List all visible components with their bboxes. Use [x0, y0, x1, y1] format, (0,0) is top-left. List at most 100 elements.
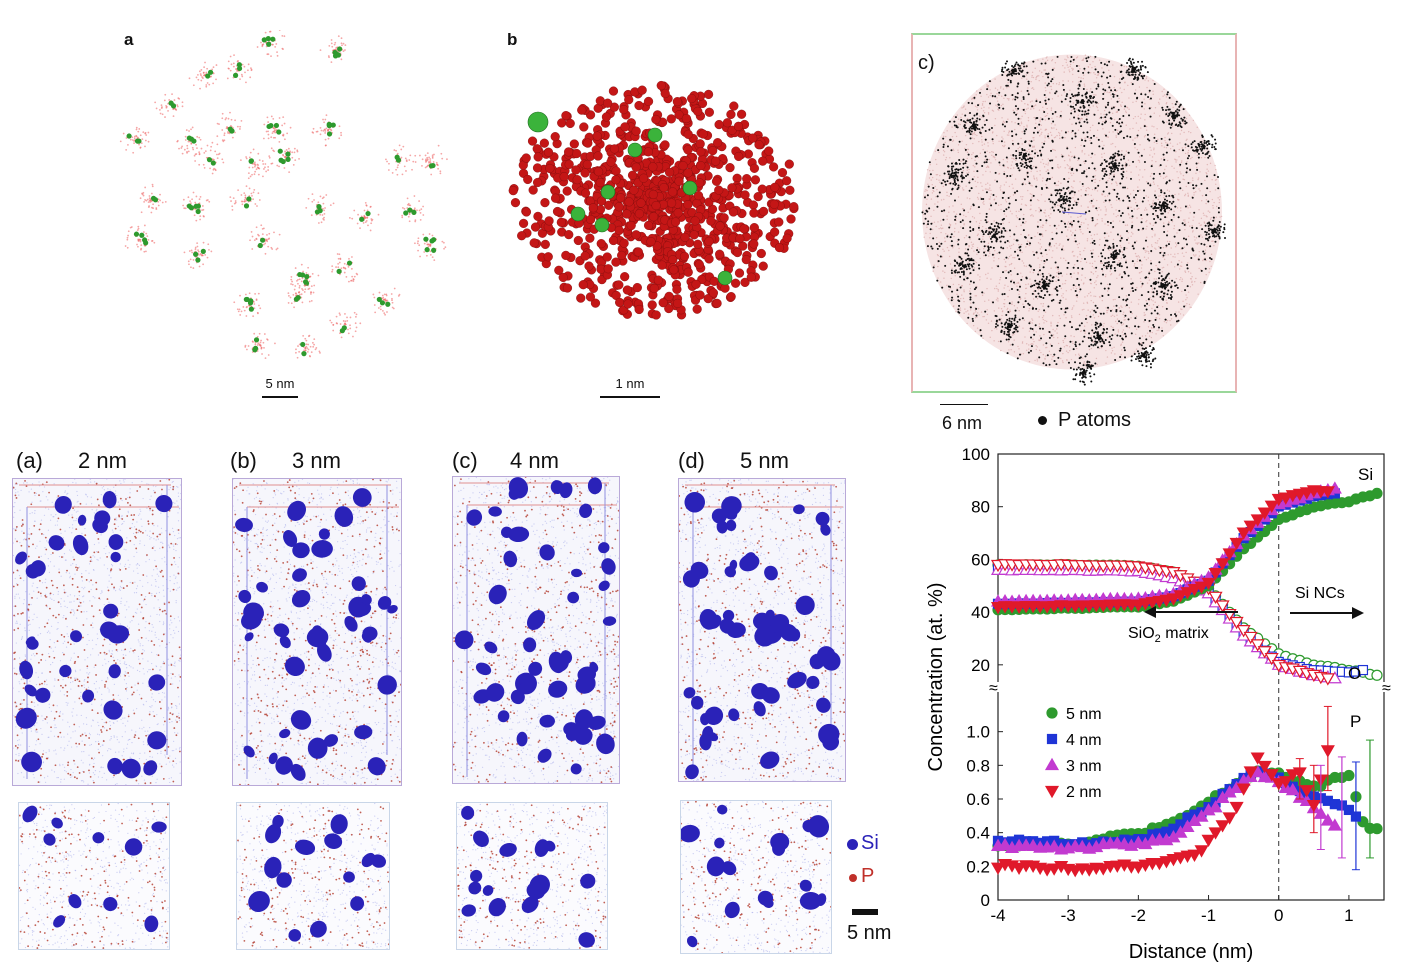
- si-nanocrystal: [684, 491, 705, 513]
- si-nanocrystal: [244, 632, 254, 642]
- data-point: [1215, 820, 1230, 833]
- data-point: [1371, 487, 1383, 500]
- si-nanocrystal: [488, 584, 507, 605]
- si-nanocrystal: [468, 881, 482, 895]
- cluster: [268, 147, 300, 174]
- si-nanocrystal: [25, 563, 41, 579]
- tomogram-b-letter: (b): [230, 448, 257, 473]
- si-nanocrystal: [753, 612, 772, 631]
- data-point: [1229, 537, 1244, 551]
- si-marker: [847, 839, 858, 850]
- si-nanocrystal: [548, 680, 568, 698]
- data-point: [1215, 558, 1230, 571]
- si-nanocrystal: [343, 871, 355, 883]
- tomogram-b-volume: [232, 478, 402, 786]
- si-nanocrystal: [806, 675, 820, 690]
- si-nanocrystal: [243, 602, 264, 624]
- data-point: [1250, 514, 1265, 527]
- x-tick-label: -3: [1061, 906, 1076, 925]
- si-nanocrystal: [587, 715, 606, 730]
- si-nanocrystal: [683, 687, 696, 699]
- p-cluster: [1150, 191, 1177, 219]
- si-nanocrystal: [22, 805, 38, 823]
- si-nanocrystal: [35, 687, 51, 703]
- si-nanocrystal: [699, 608, 718, 630]
- cluster: [262, 115, 292, 143]
- si-nanocrystal: [355, 601, 372, 617]
- concentration-profile-chart: ≈ ≈ -4 -3 -2 -1 0 1 20 40 60 80 100 0 0.2 0.4 0.6 0.8 1.0 D…: [925, 445, 1392, 963]
- p-cluster: [994, 314, 1019, 339]
- p-marker: [849, 874, 857, 882]
- p-cluster: [1119, 57, 1149, 86]
- cluster: [256, 30, 286, 58]
- series-3-nm: [990, 481, 1342, 607]
- si-nanocrystal: [526, 610, 546, 631]
- si-nanocrystal: [499, 842, 517, 857]
- si-nanocrystal: [601, 558, 616, 575]
- cluster: [154, 93, 184, 118]
- si-nanocrystal: [53, 915, 66, 928]
- slab-c: [456, 802, 608, 950]
- data-point: [1236, 527, 1251, 540]
- si-nanocrystal: [716, 520, 728, 534]
- si-nanocrystal: [318, 528, 330, 540]
- si-nanocrystal: [598, 580, 610, 591]
- p-curve-label: P: [1350, 712, 1361, 731]
- p-cluster: [950, 252, 975, 281]
- data-point: [1046, 707, 1058, 719]
- p-atoms-marker: [1038, 416, 1047, 425]
- data-point: [1257, 646, 1272, 659]
- data-point: [1046, 733, 1058, 745]
- y-tick-label: 0.2: [966, 857, 990, 876]
- green-dopant-atom: [594, 217, 610, 233]
- x-tick-label: -4: [990, 906, 1005, 925]
- data-point: [1250, 639, 1265, 652]
- p-cluster: [942, 161, 969, 191]
- si-nanocrystal: [539, 544, 555, 561]
- si-nanocrystal: [528, 661, 543, 676]
- cluster: [193, 141, 225, 175]
- si-nanocrystal: [268, 752, 278, 765]
- data-point: [1343, 804, 1355, 816]
- data-point: [1194, 845, 1209, 858]
- si-nanocrystal: [728, 708, 740, 722]
- y-tick-label: 40: [971, 603, 990, 622]
- si-nanocrystal: [789, 628, 801, 642]
- x-axis-label: Distance (nm): [1129, 941, 1253, 963]
- cluster: [183, 241, 213, 269]
- si-nanocrystal: [307, 737, 328, 759]
- si-nanocrystal: [700, 713, 710, 726]
- data-point: [1371, 823, 1383, 835]
- si-nanocrystal: [596, 733, 615, 755]
- data-point: [1278, 492, 1293, 505]
- data-point: [1208, 827, 1223, 840]
- series-2-nm: [990, 485, 1335, 615]
- si-nanocrystal: [361, 852, 376, 868]
- si-nanocrystal: [273, 623, 290, 638]
- si-nanocrystal: [521, 896, 539, 913]
- si-nanocrystal: [352, 488, 372, 507]
- legend-item: 3 nm: [1044, 757, 1102, 775]
- si-nanocrystal: [265, 823, 282, 844]
- y-tick-label: 1.0: [966, 723, 990, 742]
- green-dopant-atom: [570, 206, 586, 222]
- x-tick-label: -2: [1131, 906, 1146, 925]
- y-tick-label: 20: [971, 656, 990, 675]
- si-nanocrystal: [560, 650, 573, 665]
- panel-a-letter: a: [124, 30, 134, 49]
- data-point: [1320, 813, 1335, 826]
- si-nanocrystal: [485, 683, 505, 702]
- panel-b-letter: b: [507, 30, 518, 49]
- si-nanocrystal: [725, 519, 737, 532]
- p-cluster: [1150, 271, 1176, 301]
- si-nanocrystal: [580, 873, 596, 889]
- si-nanocrystal: [290, 763, 306, 781]
- si-nanocrystal: [70, 630, 83, 643]
- si-nanocrystal: [686, 935, 698, 948]
- si-nanocrystal: [43, 833, 56, 846]
- si-nanocrystal: [311, 540, 333, 558]
- si-nanocrystal: [570, 763, 582, 775]
- data-point: [1201, 834, 1216, 848]
- si-nanocrystal: [714, 837, 725, 849]
- cluster: [216, 111, 243, 143]
